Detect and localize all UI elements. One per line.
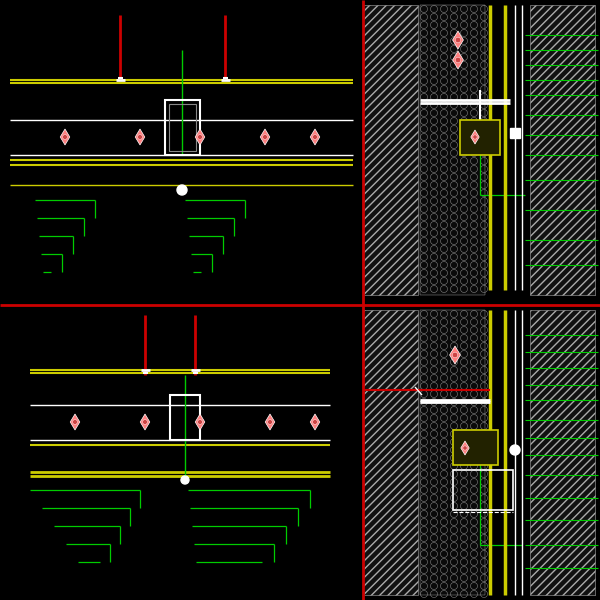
Polygon shape [195,129,205,145]
Circle shape [455,37,461,43]
Polygon shape [265,414,275,430]
Circle shape [473,135,477,139]
Polygon shape [452,51,463,69]
Bar [530,5,595,295]
Circle shape [181,476,189,484]
Polygon shape [449,346,460,364]
Polygon shape [471,130,479,144]
Bar [30,378,330,400]
Polygon shape [452,31,463,49]
Bar [170,395,200,440]
Bar [10,15,350,80]
Polygon shape [461,441,469,455]
Bar [165,100,200,155]
Polygon shape [310,414,320,430]
Circle shape [62,134,67,139]
Polygon shape [260,129,270,145]
Polygon shape [140,414,150,430]
Bar [510,128,520,138]
Circle shape [463,446,467,450]
Circle shape [452,352,458,358]
Bar [30,450,330,470]
Circle shape [268,419,272,424]
Bar [10,168,350,183]
Circle shape [313,134,317,139]
Circle shape [263,134,268,139]
Bar [530,310,595,595]
Bar [453,430,498,465]
Circle shape [197,134,202,139]
Bar [0,305,363,600]
Bar [0,0,363,305]
Polygon shape [60,129,70,145]
Bar [420,310,485,595]
Bar [30,315,330,370]
Polygon shape [310,129,320,145]
Polygon shape [70,414,80,430]
Circle shape [73,419,77,424]
Circle shape [455,57,461,63]
Circle shape [197,419,202,424]
Bar [460,120,500,155]
Circle shape [137,134,142,139]
Circle shape [177,185,187,195]
Bar [420,5,485,295]
Circle shape [313,419,317,424]
Bar [453,470,513,510]
Bar [363,5,418,295]
Polygon shape [135,129,145,145]
Bar [169,104,196,151]
Polygon shape [195,414,205,430]
Circle shape [510,445,520,455]
Circle shape [143,419,148,424]
Bar [363,310,418,595]
Bar [10,85,350,115]
